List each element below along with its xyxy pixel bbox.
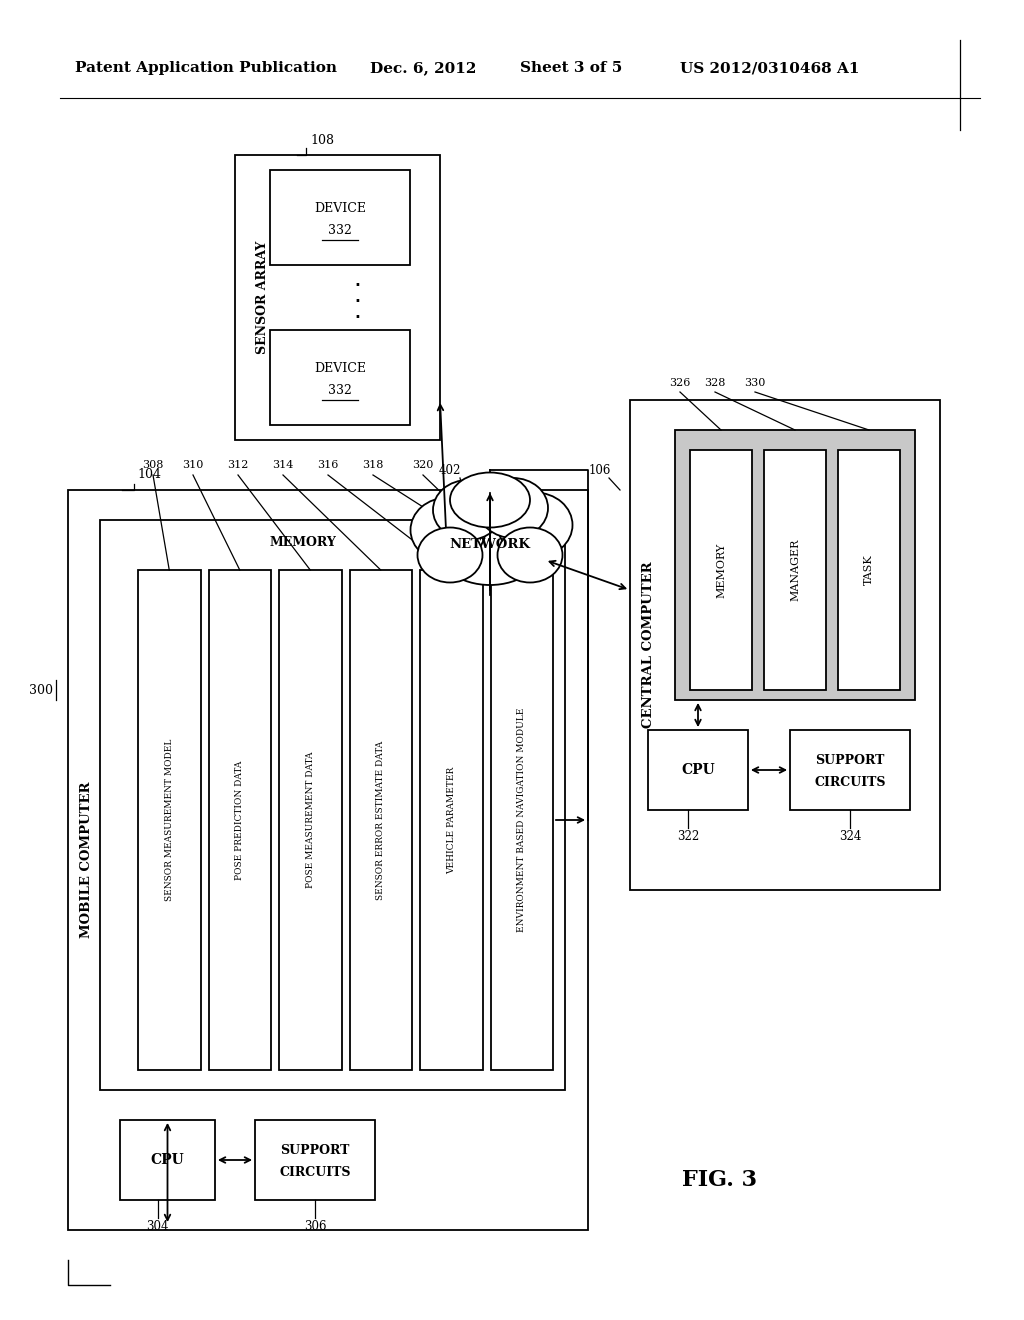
Text: SUPPORT: SUPPORT <box>815 754 885 767</box>
Text: 306: 306 <box>304 1220 327 1233</box>
Ellipse shape <box>478 478 548 539</box>
Bar <box>490 570 553 1071</box>
Text: CPU: CPU <box>681 763 715 777</box>
Text: CIRCUITS: CIRCUITS <box>280 1166 351 1179</box>
Text: 322: 322 <box>677 830 699 843</box>
Bar <box>138 570 201 1071</box>
Text: MANAGER: MANAGER <box>790 539 800 601</box>
Text: NETWORK: NETWORK <box>450 539 530 552</box>
Text: MEMORY: MEMORY <box>269 536 336 549</box>
Text: POSE MEASUREMENT DATA: POSE MEASUREMENT DATA <box>306 752 314 888</box>
Text: CENTRAL COMPUTER: CENTRAL COMPUTER <box>641 562 654 729</box>
Text: ·: · <box>353 305 361 330</box>
Ellipse shape <box>435 506 545 585</box>
Bar <box>690 450 752 690</box>
Bar <box>648 730 748 810</box>
Text: Dec. 6, 2012: Dec. 6, 2012 <box>370 61 476 75</box>
Text: 300: 300 <box>29 684 53 697</box>
Text: CIRCUITS: CIRCUITS <box>814 776 886 788</box>
Text: 304: 304 <box>146 1220 169 1233</box>
Text: POSE PREDICTION DATA: POSE PREDICTION DATA <box>236 760 245 879</box>
Text: ·: · <box>353 273 361 297</box>
Ellipse shape <box>418 528 482 582</box>
Text: 310: 310 <box>182 459 204 470</box>
Text: 318: 318 <box>362 459 384 470</box>
Bar <box>349 570 412 1071</box>
Text: 314: 314 <box>272 459 294 470</box>
Text: MOBILE COMPUTER: MOBILE COMPUTER <box>80 781 92 939</box>
Text: 330: 330 <box>744 378 766 388</box>
Text: VEHICLE PARAMETER: VEHICLE PARAMETER <box>446 767 456 874</box>
Bar <box>270 170 410 265</box>
Bar <box>270 330 410 425</box>
Text: 316: 316 <box>317 459 339 470</box>
Text: SENSOR ARRAY: SENSOR ARRAY <box>256 240 269 354</box>
Bar <box>209 570 271 1071</box>
Text: 332: 332 <box>328 223 352 236</box>
Text: Sheet 3 of 5: Sheet 3 of 5 <box>520 61 623 75</box>
Text: 324: 324 <box>839 830 861 843</box>
Bar <box>279 570 341 1071</box>
Ellipse shape <box>433 480 503 540</box>
Bar <box>255 1119 375 1200</box>
Ellipse shape <box>498 528 562 582</box>
Bar <box>630 400 940 890</box>
Text: SENSOR ERROR ESTIMATE DATA: SENSOR ERROR ESTIMATE DATA <box>376 741 385 900</box>
Text: ENVIRONMENT BASED NAVIGATION MODULE: ENVIRONMENT BASED NAVIGATION MODULE <box>517 708 526 932</box>
Text: 326: 326 <box>670 378 690 388</box>
Text: TASK: TASK <box>864 554 874 585</box>
Bar <box>234 154 440 440</box>
Text: 312: 312 <box>227 459 249 470</box>
Text: 108: 108 <box>310 133 334 147</box>
Text: 402: 402 <box>439 463 461 477</box>
Bar <box>120 1119 215 1200</box>
Text: Patent Application Publication: Patent Application Publication <box>75 61 337 75</box>
Text: MEMORY: MEMORY <box>716 543 726 598</box>
Text: 106: 106 <box>589 463 611 477</box>
Ellipse shape <box>450 473 530 528</box>
Ellipse shape <box>411 498 485 562</box>
Text: 104: 104 <box>137 469 161 482</box>
Text: 320: 320 <box>413 459 434 470</box>
Text: SUPPORT: SUPPORT <box>281 1144 349 1156</box>
Bar <box>675 430 915 700</box>
Bar <box>420 570 482 1071</box>
Bar <box>100 520 565 1090</box>
Ellipse shape <box>498 492 572 557</box>
Text: DEVICE: DEVICE <box>314 362 366 375</box>
Text: 332: 332 <box>328 384 352 396</box>
Bar <box>790 730 910 810</box>
Text: US 2012/0310468 A1: US 2012/0310468 A1 <box>680 61 859 75</box>
Text: FIG. 3: FIG. 3 <box>683 1170 758 1191</box>
Bar <box>68 490 588 1230</box>
Bar <box>764 450 826 690</box>
Text: DEVICE: DEVICE <box>314 202 366 214</box>
Text: CPU: CPU <box>151 1152 184 1167</box>
Text: ·: · <box>353 289 361 314</box>
Text: 308: 308 <box>142 459 164 470</box>
Text: SENSOR MEASUREMENT MODEL: SENSOR MEASUREMENT MODEL <box>165 739 174 902</box>
Bar <box>838 450 900 690</box>
Text: 328: 328 <box>705 378 726 388</box>
